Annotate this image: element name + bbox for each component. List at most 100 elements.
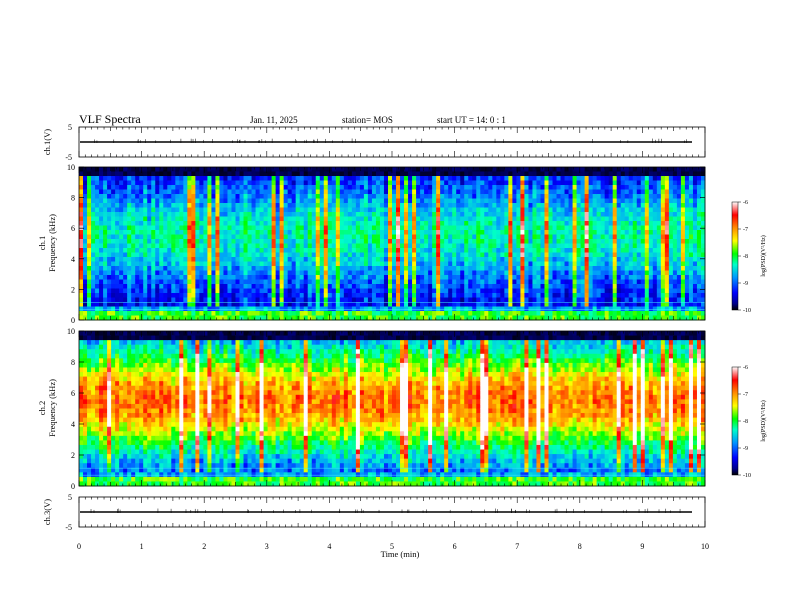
ch1-spectrogram-cell [147, 198, 152, 204]
ch1-spectrogram-cell [315, 266, 321, 271]
ch1-spectrogram-cell [408, 185, 413, 190]
ch1-spectrogram-cell [207, 207, 212, 213]
ch1-spectrogram-cell [343, 194, 349, 199]
ch1-spectrogram-cell [464, 234, 469, 240]
ch1-spectrogram-cell [496, 234, 501, 240]
ch1-spectrogram-cell [560, 203, 565, 208]
ch1-spectrogram-cell [327, 234, 333, 240]
ch1-spectrogram-cell [159, 275, 164, 280]
ch1-spectrogram-cell [95, 189, 100, 195]
ch1-spectrogram-cell [243, 270, 248, 276]
ch1-spectrogram-cell [488, 167, 493, 172]
ch1-spectrogram-cell [155, 261, 160, 267]
ch1-spectrogram-cell [568, 306, 573, 312]
ch1-spectrogram-cell [520, 275, 525, 280]
ch1-spectrogram-cell [640, 257, 646, 262]
ch1-spectrogram-cell [524, 198, 529, 204]
ch1-spectrogram-cell [552, 275, 557, 280]
ch1-spectrogram-cell [239, 261, 244, 267]
ch1-spectrogram-cell [327, 248, 333, 253]
ch1-spectrogram-cell [167, 302, 172, 307]
ch1-spectrogram-cell [476, 288, 481, 294]
ch1-spectrogram-cell [564, 185, 569, 190]
ch1-spectrogram-cell [548, 279, 553, 285]
ch1-spectrogram-cell [504, 279, 509, 285]
ch1-spectrogram-cell [295, 302, 301, 307]
ch1-spectrogram-cell [596, 176, 602, 181]
ch1-spectrogram-cell [243, 261, 248, 267]
ch1-spectrogram-cell [608, 225, 614, 231]
ch1-spectrogram-cell [592, 216, 598, 222]
ch1-spectrogram-cell [227, 203, 232, 208]
ch1-spectrogram-cell [416, 293, 421, 298]
ch1-spectrogram-cell [319, 189, 325, 195]
ch1-spectrogram-cell [351, 266, 357, 271]
ch1-spectrogram-cell [279, 171, 285, 177]
ch1-spectrogram-cell [295, 194, 301, 199]
ch1-spectrogram-cell [175, 311, 180, 316]
ch1-spectrogram-cell [548, 261, 553, 267]
ch1-spectrogram-cell [540, 189, 545, 195]
ch1-spectrogram-cell [572, 275, 577, 280]
ch1-spectrogram-cell [580, 279, 586, 285]
ch1-spectrogram-cell [267, 234, 273, 240]
ch1-spectrogram-cell [131, 239, 136, 244]
ch1-spectrogram-cell [207, 185, 212, 190]
ch1-spectrogram-cell [432, 270, 437, 276]
ch1-spectrogram-cell [528, 279, 533, 285]
ch1-spectrogram-cell [147, 297, 152, 303]
ch1-spectrogram-cell [115, 243, 120, 249]
ch1-spectrogram-cell [496, 230, 501, 235]
ch1-spectrogram-cell [468, 216, 473, 222]
ch1-spectrogram-cell [564, 270, 569, 276]
ch1-spectrogram-cell [83, 207, 88, 213]
ch1-spectrogram-cell [183, 257, 188, 262]
ch1-spectrogram-cell [255, 248, 260, 253]
ch1-spectrogram-cell [151, 176, 156, 181]
ch1-spectrogram-cell [259, 185, 264, 190]
ch1-spectrogram-cell [299, 230, 305, 235]
ch1-spectrogram-cell [127, 270, 132, 276]
ch1-spectrogram-cell [327, 185, 333, 190]
ch1-spectrogram-cell [255, 311, 260, 316]
ch1-spectrogram-cell [424, 257, 429, 262]
ch1-spectrogram-cell [392, 207, 397, 213]
ch1-spectrogram-cell [151, 297, 156, 303]
ch1-spectrogram-cell [644, 230, 650, 235]
ch1-spectrogram-cell [103, 194, 108, 199]
ch1-spectrogram-cell [343, 207, 349, 213]
ch1-spectrogram-cell [400, 189, 405, 195]
ch1-spectrogram-cell [331, 176, 337, 181]
ch1-spectrogram-cell [383, 221, 389, 226]
ch1-spectrogram-cell [604, 297, 610, 303]
ch1-spectrogram-cell [548, 216, 553, 222]
ch1-spectrogram-cell [604, 225, 610, 231]
ch1-spectrogram-cell [616, 261, 622, 267]
ch1-spectrogram-cell [436, 225, 441, 231]
ch1-spectrogram-cell [171, 311, 176, 316]
ch1-spectrogram-cell [307, 221, 313, 226]
ch1-spectrogram-cell [596, 279, 602, 285]
ch1-spectrogram-cell [279, 225, 285, 231]
ch1-spectrogram-cell [307, 198, 313, 204]
ch1-spectrogram-cell [572, 270, 577, 276]
ch1-spectrogram-cell [231, 266, 236, 271]
ch1-spectrogram-cell [383, 311, 389, 316]
ch1-spectrogram-cell [151, 180, 156, 186]
ch1-spectrogram-cell [139, 225, 144, 231]
ch1-spectrogram-cell [191, 297, 196, 303]
ch1-spectrogram-cell [516, 248, 521, 253]
ch1-spectrogram-cell [303, 266, 309, 271]
ch1-spectrogram-cell [235, 311, 240, 316]
ch1-spectrogram-cell [367, 302, 373, 307]
ch1-spectrogram-cell [255, 194, 260, 199]
ch1-spectrogram-cell [223, 284, 228, 289]
ch1-spectrogram-cell [548, 176, 553, 181]
ch1-spectrogram-cell [271, 306, 277, 312]
ch1-spectrogram-cell [179, 203, 184, 208]
ch1-spectrogram-cell [600, 225, 606, 231]
ch1-spectrogram-cell [488, 225, 493, 231]
ch1-spectrogram-cell [600, 171, 606, 177]
ch1-spectrogram-cell [628, 257, 634, 262]
ch1-spectrogram-cell [420, 270, 425, 276]
